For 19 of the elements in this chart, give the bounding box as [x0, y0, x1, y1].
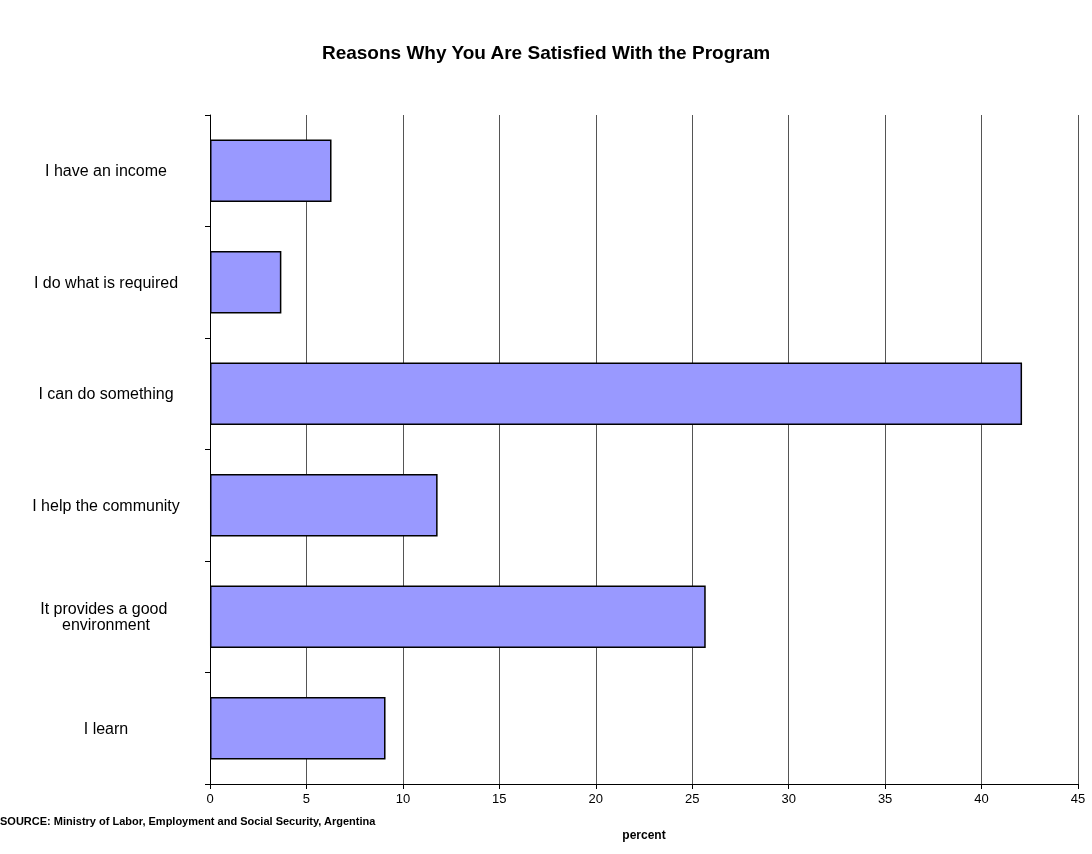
chart-title: Reasons Why You Are Satisfied With the Program — [321, 42, 771, 63]
x-tick-label: 0 — [206, 791, 214, 806]
x-tick-label: 5 — [302, 791, 311, 806]
x-tick-label: 40 — [974, 791, 989, 806]
source-note: SOURCE: Ministry of Labor, Employment and Social Security, Argentina — [0, 814, 377, 827]
y-tick-label: I can do something — [38, 385, 174, 403]
y-tick-label: It provides a good environment — [40, 600, 172, 634]
x-tick-label: 35 — [877, 791, 893, 806]
x-axis-title: percent — [622, 828, 666, 842]
x-tick-label: 25 — [684, 791, 700, 806]
y-tick-label: I do what is required — [33, 273, 179, 291]
y-tick-label: I learn — [83, 719, 129, 737]
x-tick-label: 10 — [395, 791, 411, 806]
y-tick-label: I have an income — [45, 162, 168, 180]
x-tick-label: 45 — [1070, 791, 1086, 806]
x-tick-label: 30 — [781, 791, 796, 806]
x-tick-label: 15 — [492, 791, 507, 806]
y-tick-label: I help the community — [32, 496, 180, 514]
x-tick-label: 20 — [588, 791, 604, 806]
